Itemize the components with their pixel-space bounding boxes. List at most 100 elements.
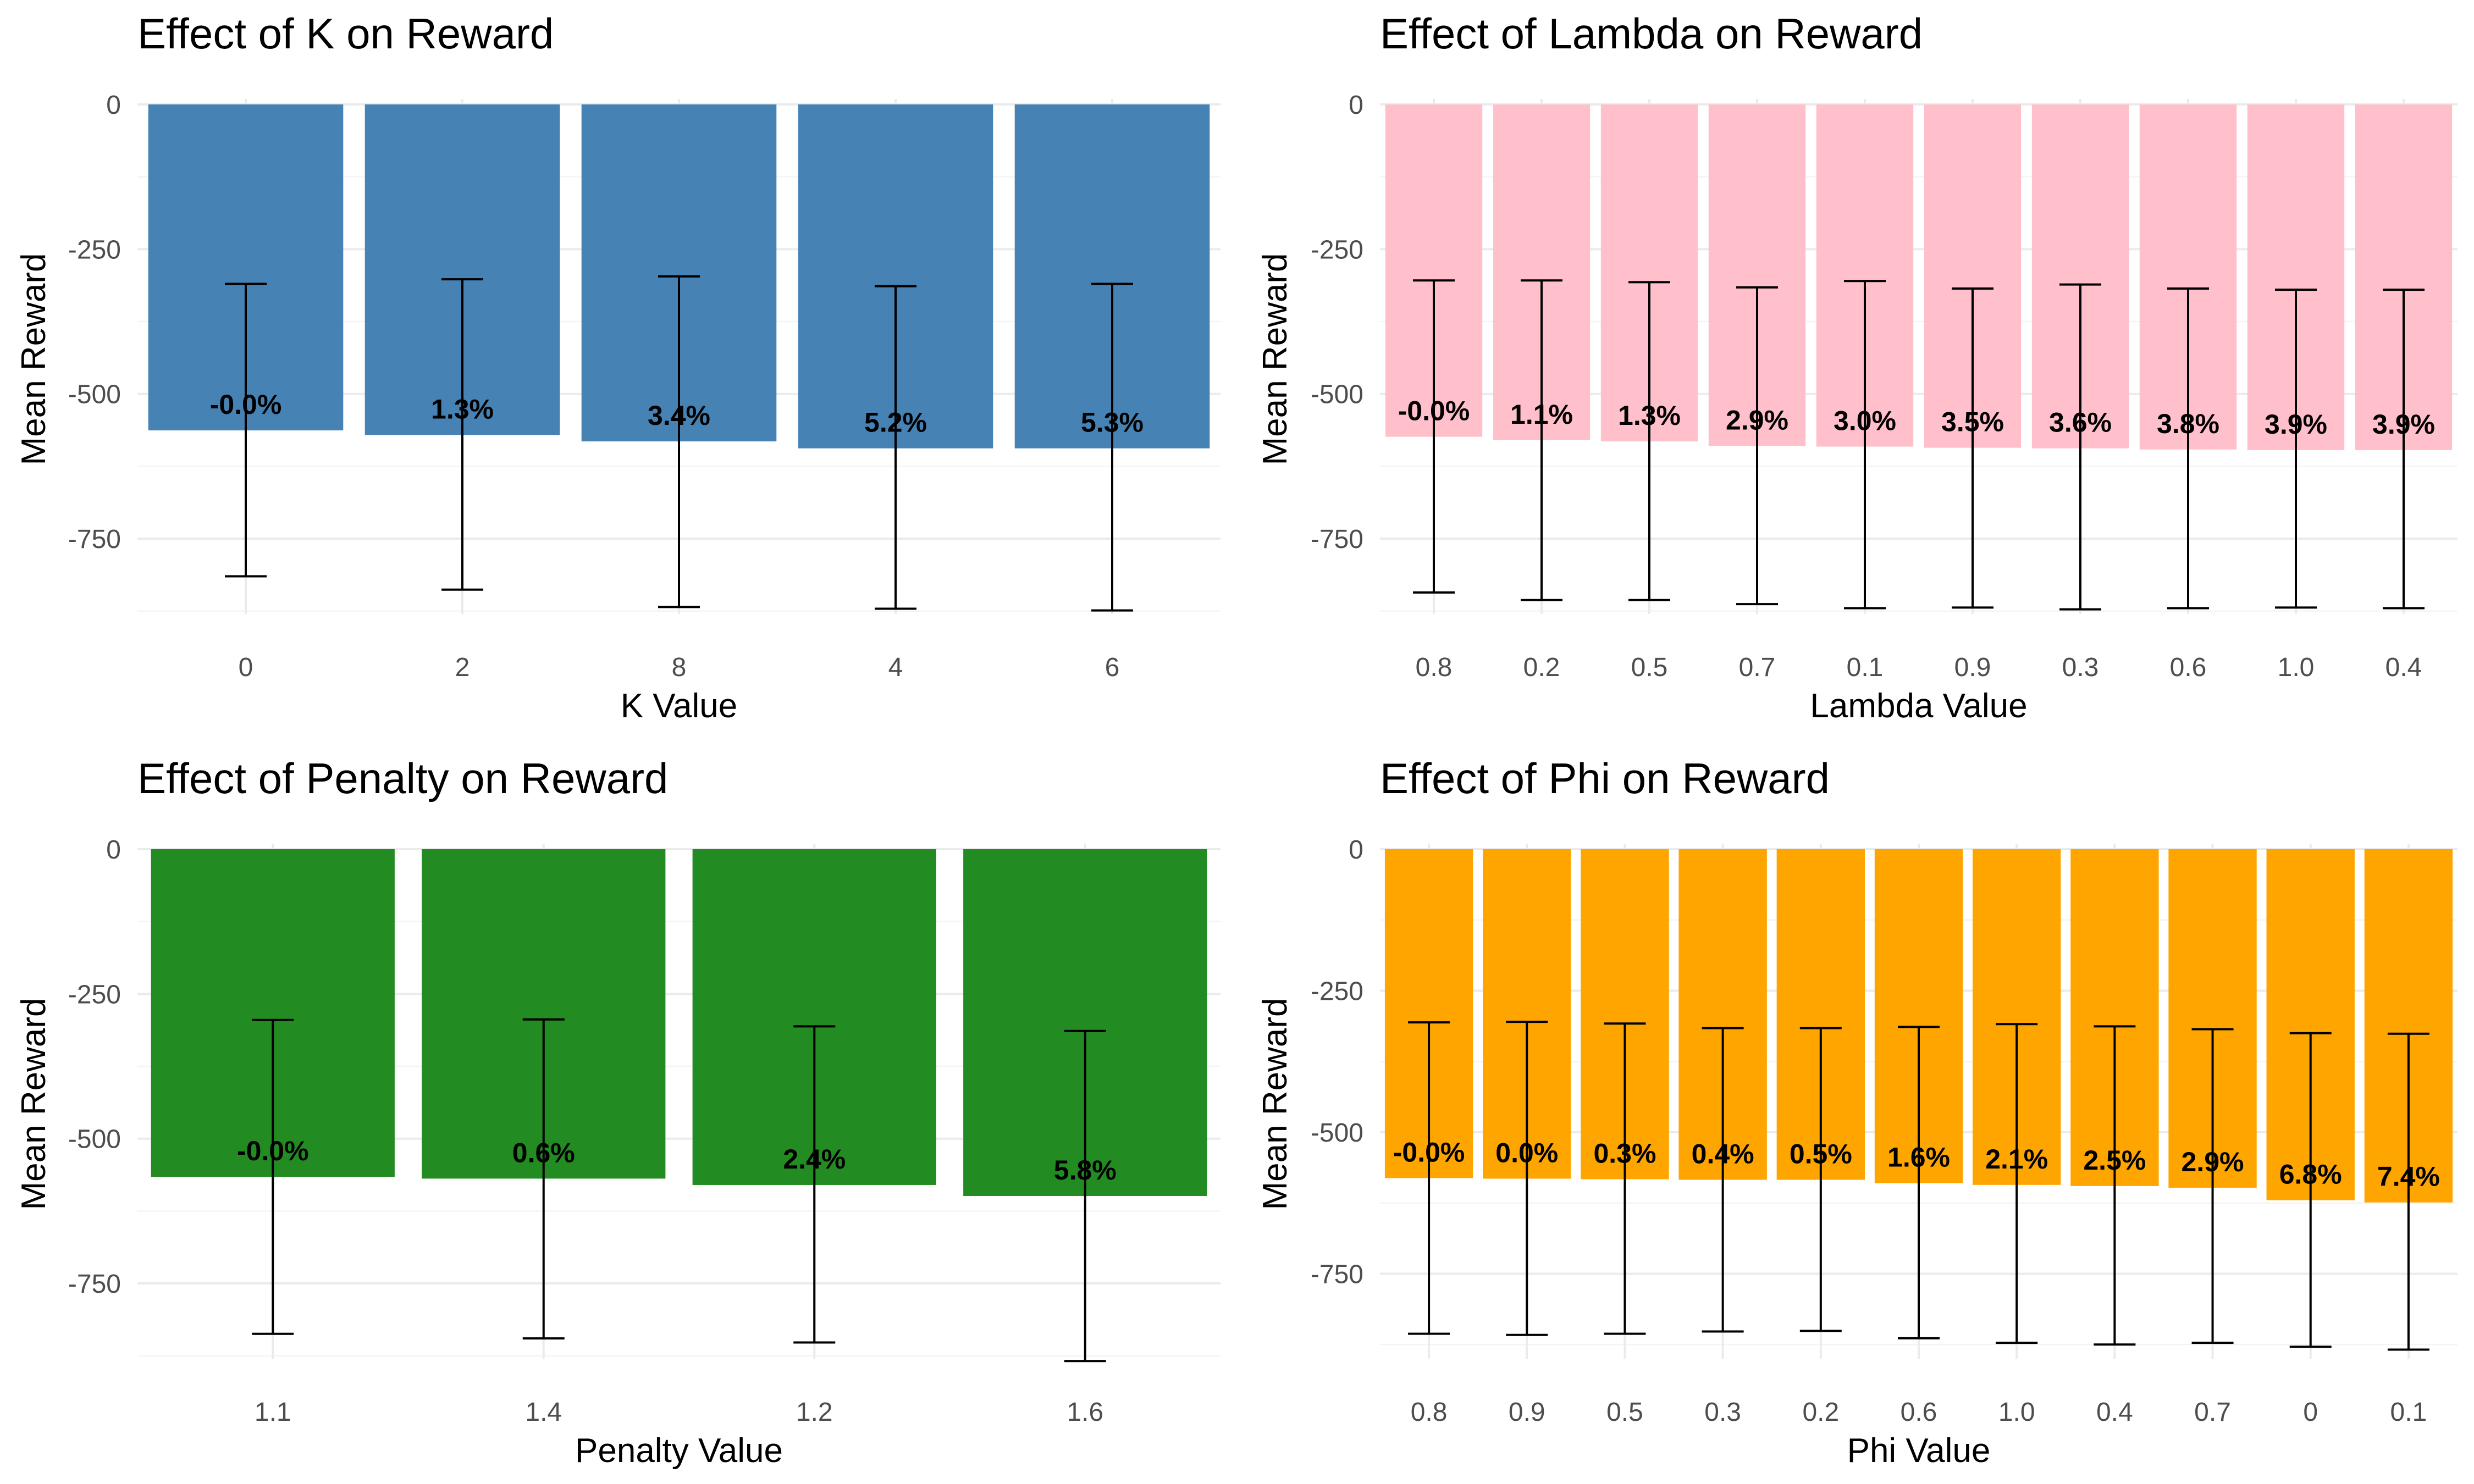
error-bar bbox=[1799, 1027, 1842, 1332]
x-tick-label: 1.1 bbox=[255, 1398, 291, 1427]
error-bar bbox=[1736, 286, 1778, 606]
error-bar bbox=[1408, 1021, 1450, 1335]
data-label: 0.4% bbox=[1692, 1139, 1754, 1170]
y-axis-title: Mean Reward bbox=[15, 998, 53, 1210]
data-label: 5.2% bbox=[864, 407, 927, 438]
x-tick-label: 0.5 bbox=[1631, 653, 1668, 682]
x-tick-labels: 0.8 0.2 0.5 0.7 0.1 0.9 0.3 0.6 1.0 0.4 bbox=[1416, 653, 2422, 682]
x-tick-label: 8 bbox=[672, 653, 687, 682]
y-tick-label: 0 bbox=[1349, 835, 1363, 865]
y-tick-label: 0 bbox=[106, 91, 121, 120]
data-label: 2.5% bbox=[2083, 1145, 2146, 1176]
y-axis-title: Mean Reward bbox=[15, 253, 53, 466]
y-axis-title: Mean Reward bbox=[1256, 253, 1294, 466]
error-bar bbox=[1506, 1021, 1548, 1336]
data-label: -0.0% bbox=[237, 1136, 309, 1166]
x-tick-labels: 0.8 0.9 0.5 0.3 0.2 0.6 1.0 0.4 0.7 0 0.1 bbox=[1411, 1398, 2427, 1427]
error-bars bbox=[1408, 1021, 2429, 1351]
y-tick-label: 0 bbox=[1349, 91, 1363, 120]
x-tick-label: 0.1 bbox=[1847, 653, 1884, 682]
data-label: -0.0% bbox=[210, 389, 282, 420]
x-tick-label: 0.9 bbox=[1954, 653, 1991, 682]
data-label: 0.0% bbox=[1495, 1137, 1558, 1168]
error-bar bbox=[2383, 289, 2425, 610]
data-label: 1.1% bbox=[1510, 399, 1573, 430]
error-bar bbox=[1628, 281, 1670, 601]
error-bars bbox=[1413, 279, 2425, 611]
data-label: -0.0% bbox=[1398, 396, 1470, 427]
x-tick-label: 0.2 bbox=[1523, 653, 1560, 682]
error-bar bbox=[252, 1018, 294, 1335]
error-bar bbox=[1413, 279, 1455, 594]
error-bar bbox=[793, 1025, 836, 1344]
x-tick-label: 6 bbox=[1105, 653, 1120, 682]
data-label: 5.8% bbox=[1054, 1155, 1117, 1186]
data-label: 1.6% bbox=[1887, 1142, 1950, 1173]
y-tick-label: -500 bbox=[68, 380, 121, 409]
x-tick-labels: 1.1 1.4 1.2 1.6 bbox=[255, 1398, 1103, 1427]
error-bar bbox=[2387, 1032, 2429, 1351]
x-tick-label: 0.8 bbox=[1416, 653, 1453, 682]
data-label: 3.9% bbox=[2265, 409, 2327, 440]
error-bar bbox=[522, 1018, 565, 1340]
error-bars bbox=[225, 275, 1133, 612]
error-bar bbox=[1064, 1029, 1106, 1363]
x-tick-label: 0.4 bbox=[2385, 653, 2422, 682]
x-tick-label: 1.6 bbox=[1067, 1398, 1103, 1427]
y-tick-label: -500 bbox=[1311, 1118, 1363, 1148]
error-bar bbox=[1952, 287, 1993, 609]
data-label: 3.9% bbox=[2372, 409, 2435, 440]
x-tick-label: 0.7 bbox=[2194, 1398, 2231, 1427]
data-label: -0.0% bbox=[1393, 1137, 1465, 1167]
x-tick-label: 1.2 bbox=[796, 1398, 833, 1427]
data-label: 2.9% bbox=[1726, 405, 1788, 436]
x-tick-label: 0.9 bbox=[1509, 1398, 1545, 1427]
error-bar bbox=[225, 283, 267, 578]
data-label: 3.5% bbox=[1941, 407, 2004, 438]
data-label: 2.4% bbox=[783, 1144, 846, 1175]
data-label: 0.3% bbox=[1593, 1138, 1656, 1169]
panel-title: Effect of Penalty on Reward bbox=[137, 754, 668, 802]
error-bar bbox=[1996, 1023, 2038, 1344]
x-tick-label: 1.4 bbox=[525, 1398, 562, 1427]
x-tick-label: 0.2 bbox=[1802, 1398, 1839, 1427]
error-bars bbox=[252, 1018, 1106, 1363]
x-tick-label: 0 bbox=[2303, 1398, 2318, 1427]
x-tick-label: 0.4 bbox=[2096, 1398, 2133, 1427]
x-tick-label: 0.8 bbox=[1411, 1398, 1448, 1427]
panel-penalty: Effect of Penalty on Reward Penalty Valu… bbox=[15, 754, 1221, 1470]
data-label: 3.6% bbox=[2049, 407, 2112, 438]
y-tick-label: -750 bbox=[68, 1270, 121, 1299]
data-label: 0.5% bbox=[1790, 1139, 1852, 1170]
y-tick-label: -750 bbox=[1311, 1260, 1363, 1289]
data-label: 1.3% bbox=[431, 394, 494, 424]
y-tick-label: -250 bbox=[68, 980, 121, 1009]
y-tick-label: 0 bbox=[106, 835, 121, 865]
error-bar bbox=[2191, 1028, 2234, 1344]
data-labels: -0.0% 0.6% 2.4% 5.8% bbox=[237, 1136, 1117, 1186]
error-bar bbox=[1702, 1027, 1744, 1333]
x-tick-label: 4 bbox=[888, 653, 903, 682]
x-axis-title: K Value bbox=[621, 687, 738, 725]
data-label: 2.9% bbox=[2182, 1147, 2244, 1177]
x-tick-label: 1.0 bbox=[1998, 1398, 2035, 1427]
error-bar bbox=[2289, 1032, 2332, 1348]
y-tick-label: -250 bbox=[68, 235, 121, 264]
data-label: 1.3% bbox=[1618, 400, 1681, 431]
x-tick-label: 0.3 bbox=[2062, 653, 2099, 682]
x-tick-label: 0.6 bbox=[2170, 653, 2207, 682]
data-label: 5.3% bbox=[1081, 407, 1144, 438]
panel-title: Effect of Phi on Reward bbox=[1380, 754, 1830, 802]
y-tick-labels: 0 -250 -500 -750 bbox=[68, 91, 121, 554]
x-tick-label: 0.6 bbox=[1901, 1398, 1937, 1427]
x-tick-label: 1.0 bbox=[2278, 653, 2315, 682]
error-bar bbox=[1844, 280, 1886, 610]
error-bar bbox=[658, 275, 700, 608]
error-bar bbox=[1521, 279, 1562, 601]
panel-title: Effect of K on Reward bbox=[137, 9, 554, 58]
x-tick-label: 0 bbox=[239, 653, 253, 682]
data-label: 6.8% bbox=[2279, 1159, 2342, 1190]
x-axis-title: Lambda Value bbox=[1810, 687, 2027, 725]
data-labels: -0.0% 1.3% 3.4% 5.2% 5.3% bbox=[210, 389, 1144, 438]
panel-lambda: Effect of Lambda on Reward Lambda Value … bbox=[1256, 9, 2458, 725]
